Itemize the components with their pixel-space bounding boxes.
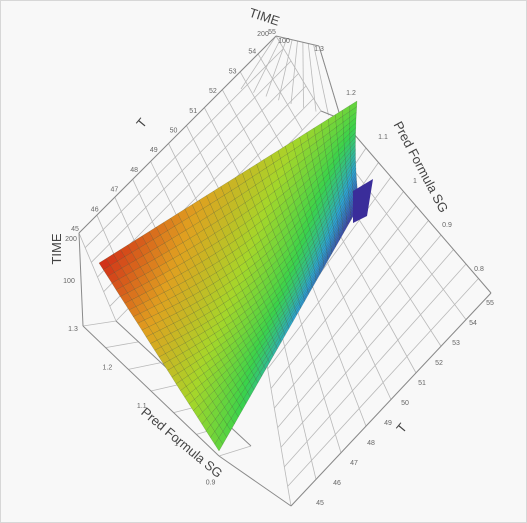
tick-label-time: 200 bbox=[257, 31, 269, 38]
grid-line bbox=[253, 37, 282, 93]
tick-label-t: 54 bbox=[469, 320, 477, 327]
tick-label-time: 100 bbox=[278, 38, 290, 45]
grid-line bbox=[265, 38, 288, 97]
box-edge bbox=[318, 45, 342, 120]
box-edge bbox=[78, 35, 277, 234]
tick-label-t: 45 bbox=[71, 226, 79, 233]
tick-label-sg: 1 bbox=[174, 441, 178, 448]
grid-lines bbox=[78, 35, 492, 507]
grid-line bbox=[240, 35, 277, 90]
grid-line bbox=[105, 341, 139, 349]
box-edge bbox=[275, 35, 320, 47]
tick-label-sg: 1 bbox=[413, 178, 417, 185]
tick-label-t: 52 bbox=[209, 88, 217, 95]
response-surface bbox=[98, 100, 373, 452]
tick-label-sg: 0.9 bbox=[206, 480, 216, 487]
tick-label-t: 50 bbox=[401, 400, 409, 407]
tick-label-sg: 1.1 bbox=[378, 134, 388, 141]
tick-label-t: 53 bbox=[452, 340, 460, 347]
axis-title-time-left: TIME bbox=[49, 233, 64, 264]
tick-label-t: 53 bbox=[229, 68, 237, 75]
tick-label-t: 47 bbox=[111, 187, 119, 194]
tick-label-t: 46 bbox=[91, 206, 99, 213]
grid-line bbox=[290, 40, 298, 105]
box-edge bbox=[340, 118, 492, 294]
box-edge bbox=[78, 232, 84, 327]
tick-label-sg: 1.1 bbox=[137, 403, 147, 410]
tick-label-t: 50 bbox=[170, 128, 178, 135]
grid-line bbox=[218, 445, 252, 457]
grid-line bbox=[307, 43, 317, 112]
tick-label-t: 47 bbox=[350, 460, 358, 467]
tick-label-time: 200 bbox=[65, 236, 77, 243]
tick-label-sg: 0.8 bbox=[474, 266, 484, 273]
tick-label-sg: 1.2 bbox=[346, 90, 356, 97]
tick-label-t: 52 bbox=[435, 360, 443, 367]
tick-label-t: 45 bbox=[316, 500, 324, 507]
box-edge bbox=[290, 292, 492, 507]
tick-label-t: 51 bbox=[189, 108, 197, 115]
tick-label-t: 48 bbox=[367, 440, 375, 447]
tick-label-sg: 1.3 bbox=[314, 46, 324, 53]
tick-label-t: 49 bbox=[384, 420, 392, 427]
axis-title-t-top: T bbox=[133, 115, 150, 131]
tick-label-t: 49 bbox=[150, 147, 158, 154]
box-edge bbox=[218, 455, 292, 507]
grid-line bbox=[84, 48, 284, 248]
tick-label-t: 51 bbox=[418, 380, 426, 387]
tick-label-time: 100 bbox=[63, 278, 75, 285]
tick-label-sg: 1.3 bbox=[68, 326, 78, 333]
tick-label-sg: 1.2 bbox=[103, 364, 113, 371]
grid-line bbox=[302, 42, 304, 108]
tick-label-t: 55 bbox=[486, 300, 494, 307]
axis-title-time-top: TIME bbox=[247, 5, 281, 29]
tick-label-t: 46 bbox=[333, 480, 341, 487]
box-edge bbox=[82, 325, 220, 457]
grid-line bbox=[91, 60, 292, 263]
grid-line bbox=[313, 44, 329, 116]
tick-label-sg: 0.9 bbox=[442, 222, 452, 229]
axis-title-t-right: T bbox=[393, 420, 410, 436]
tick-label-t: 48 bbox=[130, 167, 138, 174]
tick-label-t: 54 bbox=[248, 49, 256, 56]
axis-title-sg-right: Pred Formula SG bbox=[391, 119, 452, 215]
tick-label-t: 55 bbox=[268, 29, 276, 36]
surface-facet bbox=[353, 179, 373, 223]
grid-line bbox=[82, 320, 117, 327]
grid-line bbox=[128, 362, 162, 370]
grid-line bbox=[278, 39, 293, 101]
